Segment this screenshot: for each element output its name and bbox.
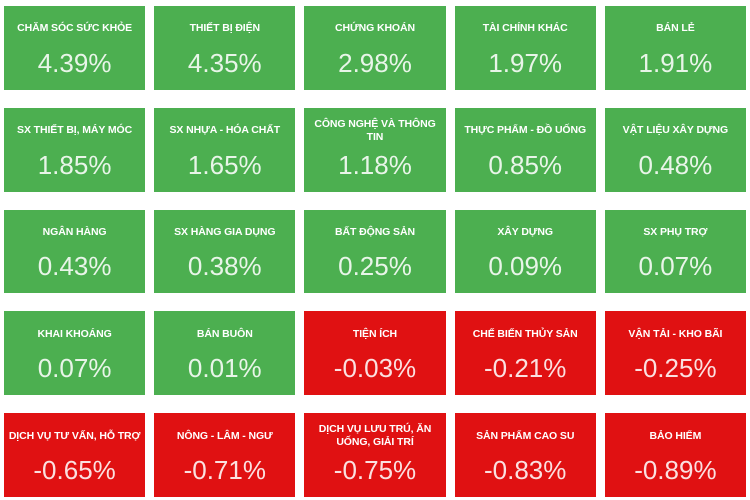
- sector-name-label: DỊCH VỤ LƯU TRÚ, ĂN UỐNG, GIẢI TRÍ: [318, 423, 432, 449]
- sector-tile[interactable]: TÀI CHÍNH KHÁC 1.97%: [454, 6, 596, 90]
- sector-tile[interactable]: BÁN BUÔN 0.01%: [154, 311, 296, 396]
- sector-change-value: -0.75%: [333, 455, 417, 486]
- sector-change-value: 2.98%: [338, 47, 412, 78]
- sector-tile[interactable]: CÔNG NGHỆ VÀ THÔNG TIN 1.18%: [304, 107, 446, 192]
- sector-tile[interactable]: CHĂM SÓC SỨC KHỎE 4.39%: [4, 6, 146, 90]
- sector-name-label: SẢN PHẨM CAO SU: [476, 429, 575, 442]
- sector-tile[interactable]: SX NHỰA - HÓA CHẤT 1.65%: [154, 107, 296, 192]
- sector-change-value: 0.48%: [638, 149, 713, 180]
- sector-name-label: CÔNG NGHỆ VÀ THÔNG TIN: [314, 117, 436, 143]
- sector-change-value: 1.18%: [338, 149, 412, 180]
- sector-change-value: 1.85%: [37, 149, 112, 180]
- sector-name-label: NÔNG - LÂM - NGƯ: [176, 429, 273, 442]
- sector-change-value: 0.43%: [37, 251, 112, 282]
- sector-tile[interactable]: SX HÀNG GIA DỤNG 0.38%: [154, 209, 296, 294]
- sector-tile[interactable]: DỊCH VỤ LƯU TRÚ, ĂN UỐNG, GIẢI TRÍ -0.75…: [304, 413, 446, 497]
- sector-name-label: TÀI CHÍNH KHÁC: [482, 22, 568, 35]
- sector-change-value: -0.89%: [634, 455, 717, 486]
- sector-name-label: TIỆN ÍCH: [352, 327, 398, 340]
- sector-change-value: -0.21%: [484, 353, 567, 384]
- sector-name-label: BÁN LẺ: [656, 22, 695, 35]
- sector-change-value: 4.35%: [187, 47, 262, 78]
- sector-name-label: THIẾT BỊ ĐIỆN: [189, 22, 261, 35]
- sector-tile[interactable]: XÂY DỰNG 0.09%: [454, 209, 596, 294]
- sector-change-value: 1.97%: [488, 47, 563, 78]
- sector-change-value: 0.07%: [37, 353, 112, 384]
- sector-change-value: -0.25%: [634, 353, 717, 384]
- sector-name-label: DỊCH VỤ TƯ VẤN, HỖ TRỢ: [8, 429, 141, 442]
- sector-name-label: CHĂM SÓC SỨC KHỎE: [17, 22, 133, 35]
- sector-change-value: 0.85%: [488, 149, 563, 180]
- sector-tile[interactable]: DỊCH VỤ TƯ VẤN, HỖ TRỢ -0.65%: [4, 413, 146, 497]
- sector-tile[interactable]: SX PHỤ TRỢ 0.07%: [604, 209, 746, 294]
- sector-change-value: -0.83%: [484, 455, 567, 486]
- sector-change-value: 1.65%: [187, 149, 262, 180]
- sector-tile[interactable]: SẢN PHẨM CAO SU -0.83%: [454, 413, 596, 497]
- sector-name-label: BẢO HIỂM: [649, 429, 702, 442]
- sector-tile[interactable]: VẬN TẢI - KHO BÃI -0.25%: [604, 311, 746, 396]
- sector-tile[interactable]: BẤT ĐỘNG SẢN 0.25%: [304, 209, 446, 294]
- sector-name-label: SX PHỤ TRỢ: [643, 226, 708, 239]
- sector-name-label: SX THIẾT BỊ, MÁY MÓC: [17, 124, 133, 137]
- sector-tile[interactable]: CHỨNG KHOÁN 2.98%: [304, 6, 446, 90]
- sector-name-label: CHỨNG KHOÁN: [335, 22, 415, 35]
- sector-change-value: -0.71%: [183, 455, 266, 486]
- sector-change-value: 0.38%: [187, 251, 262, 282]
- sector-name-label: NGÂN HÀNG: [42, 226, 107, 239]
- sector-name-label: THỰC PHẨM - ĐỒ UỐNG: [464, 124, 587, 137]
- sector-change-value: 0.09%: [488, 251, 563, 282]
- sector-tile[interactable]: NGÂN HÀNG 0.43%: [4, 209, 146, 294]
- sector-tile[interactable]: TIỆN ÍCH -0.03%: [304, 311, 446, 396]
- sector-change-value: -0.03%: [333, 353, 417, 384]
- sector-name-label: CHẾ BIẾN THỦY SẢN: [472, 327, 578, 340]
- sector-name-label: BẤT ĐỘNG SẢN: [335, 226, 415, 239]
- sector-name-label: VẬT LIỆU XÂY DỰNG: [622, 124, 729, 137]
- sector-tile[interactable]: KHAI KHOÁNG 0.07%: [4, 311, 146, 396]
- sector-change-value: 4.39%: [37, 47, 112, 78]
- sector-change-value: 0.07%: [638, 251, 713, 282]
- sector-tile[interactable]: NÔNG - LÂM - NGƯ -0.71%: [154, 413, 296, 497]
- sector-name-label: SX HÀNG GIA DỤNG: [174, 226, 276, 239]
- sector-tile[interactable]: SX THIẾT BỊ, MÁY MÓC 1.85%: [4, 107, 146, 192]
- sector-change-value: 0.25%: [338, 251, 412, 282]
- sector-tile[interactable]: BÁN LẺ 1.91%: [604, 6, 746, 90]
- sector-name-label: BÁN BUÔN: [196, 327, 253, 340]
- sector-change-value: 1.91%: [638, 47, 713, 78]
- sector-tile[interactable]: VẬT LIỆU XÂY DỰNG 0.48%: [604, 107, 746, 192]
- sector-tile[interactable]: THIẾT BỊ ĐIỆN 4.35%: [154, 6, 296, 90]
- sector-name-label: VẬN TẢI - KHO BÃI: [628, 327, 723, 340]
- sector-tile[interactable]: BẢO HIỂM -0.89%: [604, 413, 746, 497]
- sector-name-label: KHAI KHOÁNG: [37, 327, 112, 340]
- sector-name-label: XÂY DỰNG: [497, 226, 553, 239]
- sector-name-label: SX NHỰA - HÓA CHẤT: [169, 124, 281, 137]
- sector-tile[interactable]: THỰC PHẨM - ĐỒ UỐNG 0.85%: [454, 107, 596, 192]
- sector-change-value: 0.01%: [187, 353, 262, 384]
- sector-change-value: -0.65%: [33, 455, 116, 486]
- sector-tile[interactable]: CHẾ BIẾN THỦY SẢN -0.21%: [454, 311, 596, 396]
